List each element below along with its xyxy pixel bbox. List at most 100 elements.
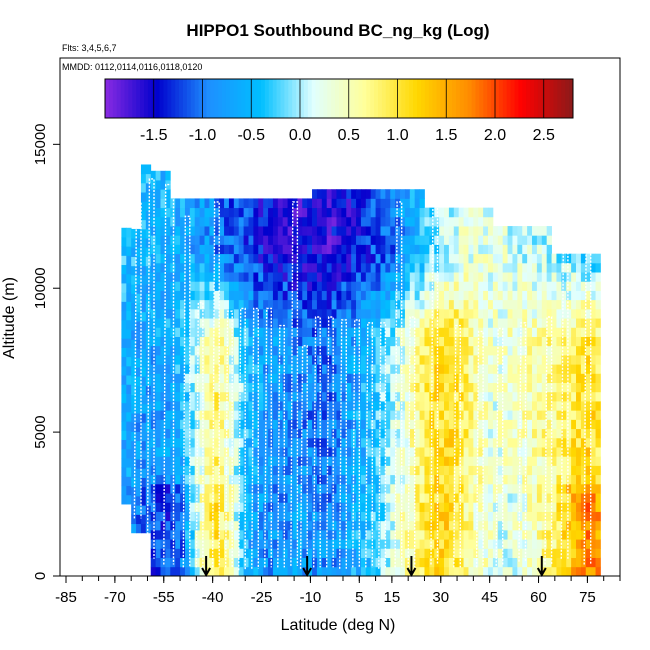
heatmap-cell-662: [199, 253, 205, 264]
heatmap-cell-3215: [507, 529, 513, 540]
heatmap-cell-3547: [546, 272, 552, 282]
heatmap-cell-1898: [346, 262, 352, 273]
heatmap-cell-611: [194, 345, 201, 356]
heatmap-cell-1815: [336, 253, 342, 264]
colorbar-swatch: [370, 79, 375, 118]
heatmap-cell-2360: [400, 262, 406, 273]
heatmap-cell-2374: [404, 520, 411, 531]
heatmap-cell-361: [165, 354, 171, 365]
heatmap-cell-3737: [576, 483, 582, 494]
heatmap-cell-2990: [478, 447, 484, 457]
heatmap-cell-3583: [551, 290, 557, 301]
heatmap-cell-3776: [580, 447, 587, 457]
heatmap-cell-1641: [316, 308, 323, 319]
heatmap-cell-1262: [272, 391, 279, 402]
heatmap-cell-371: [165, 262, 171, 273]
heatmap-cell-2675: [439, 401, 445, 411]
heatmap-cell-1871: [346, 511, 352, 522]
heatmap-cell-1905: [346, 198, 352, 209]
heatmap-cell-2972: [473, 244, 479, 255]
heatmap-cell-2982: [478, 520, 484, 531]
heatmap-cell-2389: [404, 382, 411, 393]
heatmap-cell-2864: [463, 502, 469, 512]
heatmap-cell-3148: [497, 447, 504, 457]
colorbar-swatch: [331, 79, 336, 118]
heatmap-cell-1706: [326, 483, 332, 494]
heatmap-cell-3531: [546, 419, 552, 430]
heatmap-cell-3247: [507, 235, 513, 245]
heatmap-cell-3118: [492, 373, 499, 384]
heatmap-cell-2512: [419, 410, 425, 420]
heatmap-cell-2960: [473, 354, 479, 365]
heatmap-cell-2303: [395, 401, 401, 411]
heatmap-cell-174: [145, 449, 152, 460]
heatmap-cell-2895: [463, 216, 469, 227]
heatmap-cell-1469: [297, 373, 303, 384]
heatmap-cell-167: [145, 514, 152, 525]
heatmap-cell-2900: [468, 539, 474, 549]
heatmap-cell-360: [165, 364, 171, 374]
heatmap-cell-196: [145, 247, 152, 257]
heatmap-cell-613: [194, 327, 201, 337]
heatmap-cell-2130: [375, 447, 381, 457]
heatmap-cell-19: [121, 319, 127, 330]
heatmap-cell-2740: [448, 539, 455, 549]
heatmap-cell-546: [189, 566, 196, 577]
heatmap-cell-1347: [282, 364, 288, 374]
heatmap-cell-2594: [429, 410, 435, 420]
heatmap-cell-294: [160, 566, 166, 577]
heatmap-cell-706: [204, 226, 210, 236]
heatmap-cell-1100: [253, 373, 259, 384]
heatmap-cell-3223: [507, 456, 513, 466]
heatmap-cell-3484: [541, 502, 548, 512]
heatmap-cell-1129: [258, 483, 264, 494]
heatmap-cell-754: [214, 539, 220, 549]
heatmap-cell-96: [136, 496, 142, 506]
heatmap-cell-1716: [326, 391, 332, 402]
heatmap-cell-1185: [263, 345, 269, 356]
heatmap-cell-490: [180, 327, 186, 337]
heatmap-cell-1759: [331, 382, 337, 393]
heatmap-cell-3513: [541, 235, 548, 245]
heatmap-cell-979: [238, 354, 245, 365]
heatmap-cell-200: [145, 210, 152, 221]
heatmap-cell-2927: [468, 290, 474, 301]
heatmap-cell-310: [160, 419, 166, 430]
heatmap-cell-2552: [424, 428, 430, 439]
heatmap-cell-914: [228, 198, 235, 209]
flight-profile-25: [518, 322, 527, 562]
heatmap-cell-1989: [356, 198, 362, 209]
heatmap-cell-956: [238, 566, 245, 577]
heatmap-cell-1935: [351, 308, 357, 319]
heatmap-cell-42: [126, 384, 132, 394]
heatmap-cell-1799: [336, 401, 342, 411]
heatmap-cell-1741: [331, 548, 337, 558]
heatmap-cell-162: [140, 192, 147, 202]
heatmap-cell-1273: [272, 290, 279, 301]
heatmap-cell-1831: [341, 493, 347, 503]
heatmap-cell-3734: [576, 511, 582, 522]
heatmap-cell-2329: [400, 548, 406, 558]
heatmap-cell-907: [228, 262, 235, 273]
heatmap-cell-1777: [331, 216, 337, 227]
heatmap-cell-3168: [497, 262, 504, 273]
heatmap-cell-1889: [346, 345, 352, 356]
heatmap-cell-1901: [346, 235, 352, 245]
colorbar-swatch: [229, 79, 235, 118]
heatmap-cell-1359: [282, 253, 288, 264]
heatmap-cell-1733: [326, 235, 332, 245]
heatmap-cell-3706: [571, 447, 577, 457]
heatmap-cell-954: [233, 207, 240, 218]
heatmap-cell-2520: [419, 336, 425, 347]
heatmap-cell-1939: [351, 272, 357, 282]
heatmap-cell-3143: [497, 493, 504, 503]
heatmap-cell-1057: [248, 391, 254, 402]
heatmap-cell-95: [136, 505, 142, 515]
heatmap-cell-2086: [370, 465, 376, 476]
heatmap-cell-771: [214, 382, 220, 393]
heatmap-cell-253: [155, 539, 161, 549]
heatmap-cell-3572: [551, 391, 557, 402]
heatmap-cell-1774: [331, 244, 337, 255]
heatmap-cell-1879: [346, 437, 352, 448]
heatmap-cell-647: [199, 391, 205, 402]
